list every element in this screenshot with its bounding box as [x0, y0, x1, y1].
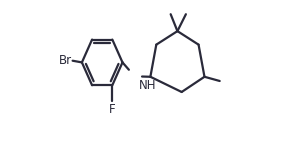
Text: NH: NH — [138, 79, 156, 92]
Text: F: F — [109, 103, 116, 116]
Text: Br: Br — [59, 54, 72, 67]
